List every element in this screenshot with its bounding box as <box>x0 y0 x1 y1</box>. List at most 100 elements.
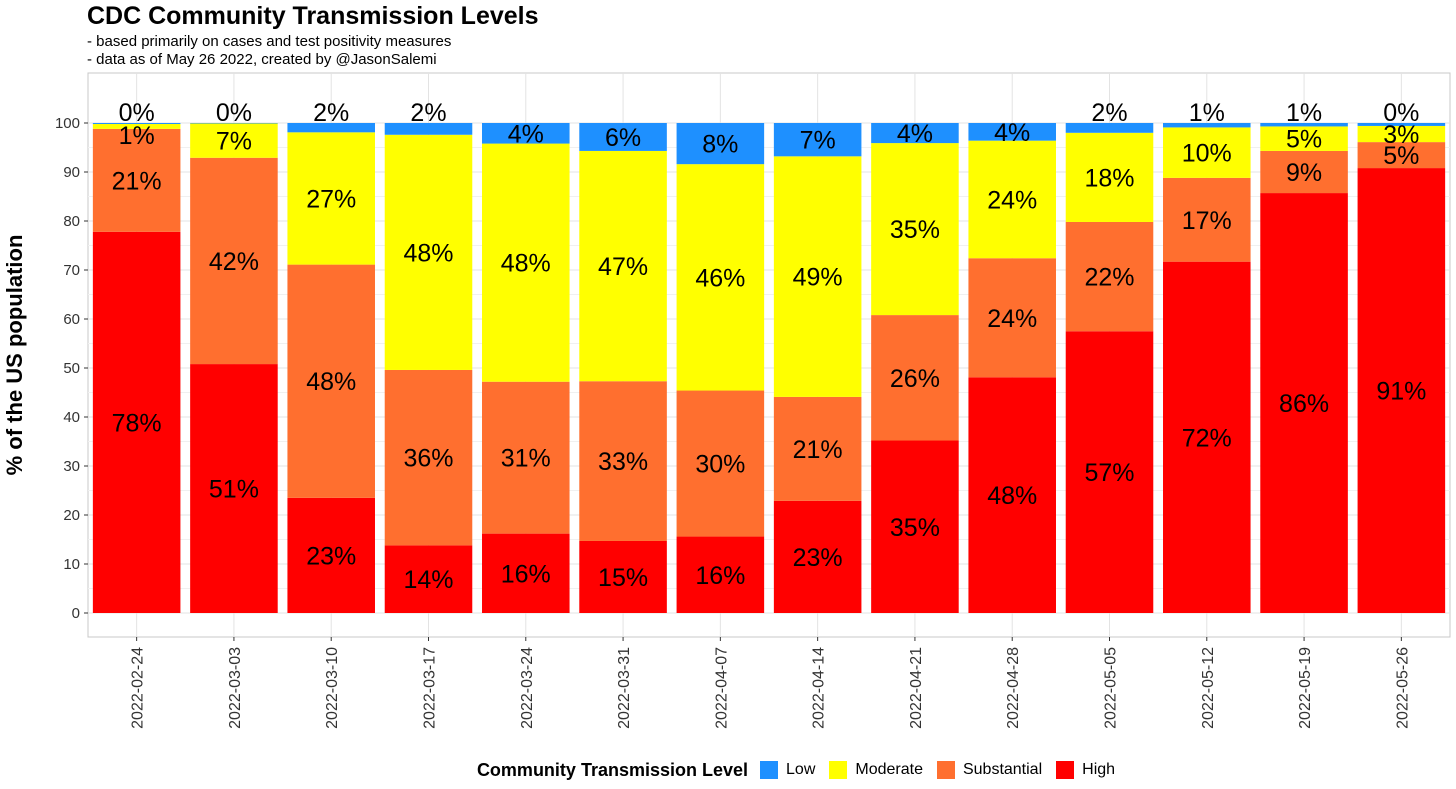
data-label-low: 8% <box>702 131 738 159</box>
data-label-high: 23% <box>306 542 356 570</box>
data-label-high: 48% <box>987 482 1037 510</box>
x-tick-label: 2022-03-31 <box>616 647 633 729</box>
data-label-substantial: 30% <box>695 451 745 479</box>
bar-low <box>1357 123 1446 126</box>
bar-low <box>1260 123 1348 127</box>
data-label-low: 4% <box>897 120 933 148</box>
y-tick-label: 0 <box>72 605 80 622</box>
data-label-high: 35% <box>890 514 940 542</box>
bar-substantial <box>1357 142 1446 169</box>
x-tick-label: 2022-05-26 <box>1394 647 1411 729</box>
data-label-low: 1% <box>1286 99 1322 127</box>
bar-high <box>1065 331 1154 613</box>
bar-substantial <box>287 264 375 498</box>
data-label-moderate: 24% <box>987 186 1037 214</box>
legend: Community Transmission Level Low Moderat… <box>0 758 1456 782</box>
bar-moderate <box>384 134 473 370</box>
x-tick-label: 2022-05-05 <box>1103 647 1120 729</box>
bar-high <box>1260 193 1348 613</box>
bar-high <box>871 440 959 613</box>
bar-substantial <box>1163 177 1251 262</box>
data-label-high: 51% <box>209 476 259 504</box>
bar-low <box>871 123 959 144</box>
y-tick-label: 60 <box>63 311 80 328</box>
bar-high <box>773 500 862 613</box>
bar-low <box>968 123 1056 141</box>
y-tick-label: 20 <box>63 507 80 524</box>
stacked-bar-chart: 0 10 20 30 40 50 60 70 80 90 100 % of the US popula… <box>2 72 1451 729</box>
bar-high <box>384 545 473 613</box>
bar-moderate <box>1260 126 1348 151</box>
data-label-substantial: 26% <box>890 365 940 393</box>
x-tick-label: 2022-05-19 <box>1297 647 1314 729</box>
data-label-high: 57% <box>1084 459 1134 487</box>
bar-low <box>579 123 667 151</box>
bar-low <box>384 123 473 135</box>
data-label-moderate: 49% <box>793 264 843 292</box>
data-label-high: 14% <box>403 566 453 594</box>
legend-swatch-substantial <box>936 761 955 779</box>
legend-item-moderate: Moderate <box>829 761 923 779</box>
bar-moderate <box>287 132 375 265</box>
data-label-low: 0% <box>1383 99 1419 127</box>
bar-high <box>190 364 278 613</box>
bar-substantial <box>384 369 473 546</box>
legend-title: Community Transmission Level <box>476 759 749 780</box>
data-label-substantial: 9% <box>1286 159 1322 187</box>
chart-subtitle-line-2: - data as of May 26 2022, created by @Ja… <box>87 51 437 68</box>
data-label-substantial: 21% <box>793 436 843 464</box>
bar-moderate <box>676 164 765 391</box>
bar-high <box>968 377 1056 613</box>
legend-item-substantial: Substantial <box>936 761 1043 779</box>
data-label-substantial: 5% <box>1383 142 1419 170</box>
x-tick-label: 2022-04-21 <box>908 647 925 729</box>
bar-moderate <box>190 123 278 158</box>
y-axis-title: % of the US population <box>2 235 27 476</box>
bar-substantial <box>968 258 1056 378</box>
data-label-moderate: 46% <box>695 264 745 292</box>
bar-moderate <box>968 140 1056 259</box>
data-label-high: 72% <box>1182 424 1232 452</box>
data-label-substantial: 48% <box>306 368 356 396</box>
y-tick-label: 70 <box>63 262 80 279</box>
chart-title: CDC Community Transmission Levels <box>87 2 539 30</box>
data-label-moderate: 3% <box>1383 121 1419 149</box>
data-label-high: 23% <box>793 544 843 572</box>
y-tick-label: 80 <box>63 213 80 230</box>
data-label-moderate: 48% <box>403 239 453 267</box>
bar-moderate <box>92 123 181 129</box>
data-label-moderate: 7% <box>216 128 252 156</box>
data-label-moderate: 47% <box>598 253 648 281</box>
x-tick-label: 2022-03-10 <box>324 647 341 729</box>
bar-high <box>287 497 375 613</box>
bar-high <box>676 536 765 613</box>
x-tick-label: 2022-03-24 <box>519 647 536 729</box>
legend-swatch-high <box>1056 761 1075 779</box>
data-label-low: 4% <box>508 120 544 148</box>
bar-moderate <box>1065 132 1154 222</box>
data-label-moderate: 5% <box>1286 126 1322 154</box>
x-tick-label: 2022-04-14 <box>811 647 828 729</box>
data-label-low: 6% <box>605 124 641 152</box>
data-label-moderate: 1% <box>119 122 155 150</box>
bar-substantial <box>1065 221 1154 332</box>
legend-swatch-moderate <box>829 761 848 779</box>
y-tick-label: 90 <box>63 164 80 181</box>
legend-label-substantial: Substantial <box>962 761 1043 778</box>
bar-low <box>92 123 181 124</box>
y-tick-label: 30 <box>63 458 80 475</box>
x-tick-label: 2022-02-24 <box>130 647 147 729</box>
data-label-substantial: 33% <box>598 448 648 476</box>
bar-low <box>287 123 375 133</box>
bar-moderate <box>1357 125 1446 143</box>
data-label-high: 16% <box>501 560 551 588</box>
data-label-moderate: 27% <box>306 185 356 213</box>
data-label-substantial: 22% <box>1084 264 1134 292</box>
data-label-low: 2% <box>313 99 349 127</box>
data-label-low: 0% <box>216 99 252 127</box>
bar-high <box>92 231 181 613</box>
data-label-substantial: 17% <box>1182 207 1232 235</box>
bar-high <box>482 533 570 613</box>
bar-moderate <box>773 156 862 397</box>
bar-high <box>1357 168 1446 613</box>
